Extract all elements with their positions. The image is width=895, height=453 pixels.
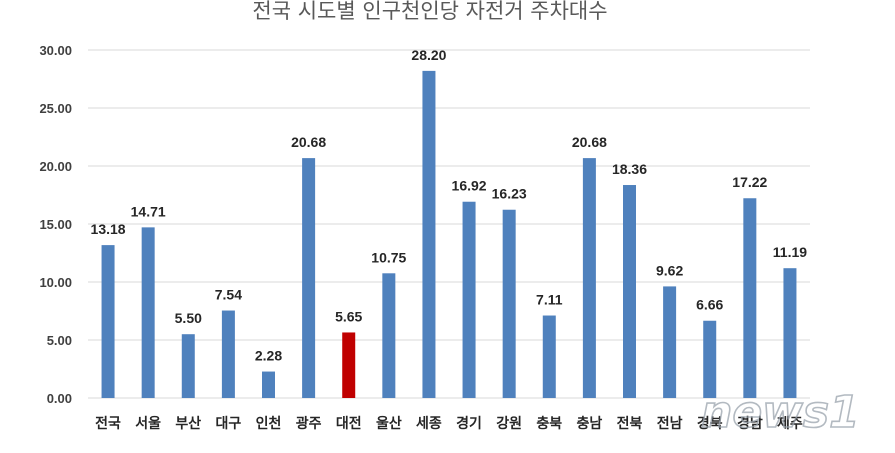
x-tick-label: 인천 xyxy=(256,415,282,432)
y-tick-label: 15.00 xyxy=(39,217,72,232)
bar-1 xyxy=(101,245,115,398)
y-tick-label: 0.00 xyxy=(47,391,72,406)
bar-5 xyxy=(262,371,275,398)
bar-13 xyxy=(582,158,596,398)
bar-7 xyxy=(342,332,356,398)
data-label: 18.36 xyxy=(612,161,647,177)
data-label: 7.11 xyxy=(536,292,563,308)
bar-6 xyxy=(302,158,316,398)
x-axis-ticks: 전국 서울 부산 대구 인천 광주 대전 울산 세종 경기 강원 충북 충남 전북 전남 경북 경남 제주 xyxy=(95,415,803,432)
x-tick-label: 대구 xyxy=(216,416,242,432)
bar-17 xyxy=(743,198,757,398)
x-tick-label: 제주 xyxy=(777,416,803,432)
x-tick-label: 울산 xyxy=(376,415,402,432)
bar-3 xyxy=(181,334,195,398)
x-tick-label: 서울 xyxy=(135,415,161,432)
news1-watermark-logo: news1 xyxy=(700,386,860,439)
x-tick-label: 경북 xyxy=(697,415,723,432)
x-tick-label: 충북 xyxy=(536,416,562,432)
data-label: 20.68 xyxy=(572,134,607,150)
bar-11 xyxy=(502,209,516,398)
bar-12 xyxy=(542,315,556,398)
data-label: 16.92 xyxy=(452,178,487,194)
y-tick-label: 10.00 xyxy=(39,275,72,290)
data-label: 17.22 xyxy=(732,174,767,190)
data-label: 7.54 xyxy=(215,287,242,303)
gridlines xyxy=(88,49,810,399)
x-tick-label: 전남 xyxy=(657,415,683,432)
x-tick-label: 전국 xyxy=(95,415,121,432)
data-label: 20.68 xyxy=(291,134,326,150)
watermark-text: news1 xyxy=(701,387,860,438)
bar-15 xyxy=(663,286,677,398)
data-label: 2.28 xyxy=(255,348,282,364)
bars xyxy=(101,70,797,398)
x-tick-label: 경남 xyxy=(737,415,763,432)
data-label: 10.75 xyxy=(371,249,406,265)
y-tick-label: 25.00 xyxy=(39,101,72,116)
data-label: 5.65 xyxy=(335,308,362,324)
bar-4 xyxy=(221,310,235,398)
data-label: 13.18 xyxy=(91,221,126,237)
x-tick-label: 세종 xyxy=(416,416,442,432)
bar-8 xyxy=(382,273,396,398)
x-tick-label: 전북 xyxy=(617,415,643,432)
data-label: 11.19 xyxy=(773,244,807,260)
x-tick-label: 충남 xyxy=(577,415,603,432)
bar-16 xyxy=(703,320,717,398)
data-label: 28.20 xyxy=(411,47,446,63)
data-label: 9.62 xyxy=(656,262,683,278)
data-label: 6.66 xyxy=(696,297,723,313)
bar-18 xyxy=(783,268,797,398)
bar-14 xyxy=(623,185,636,398)
y-tick-label: 5.00 xyxy=(47,333,72,348)
bar-10 xyxy=(462,201,476,398)
data-label: 14.71 xyxy=(131,203,166,219)
chart-title: 전국 시도별 인구천인당 자전거 주차대수 xyxy=(252,0,607,23)
x-tick-label: 경기 xyxy=(456,415,482,432)
x-tick-label: 대전 xyxy=(336,415,362,432)
bar-2 xyxy=(141,227,155,398)
x-tick-label: 부산 xyxy=(175,415,201,432)
data-label: 16.23 xyxy=(492,186,527,202)
bar-9 xyxy=(422,70,436,398)
data-labels: 13.18 14.71 5.50 7.54 2.28 20.68 5.65 10.75 28.2… xyxy=(91,47,808,364)
x-tick-label: 강원 xyxy=(496,415,522,432)
x-tick-label: 광주 xyxy=(296,415,322,432)
data-label: 5.50 xyxy=(175,310,202,326)
y-tick-label: 20.00 xyxy=(39,159,72,174)
y-axis-ticks: 0.00 5.00 10.00 15.00 20.00 25.00 30.00 xyxy=(39,43,72,406)
y-tick-label: 30.00 xyxy=(39,43,72,58)
